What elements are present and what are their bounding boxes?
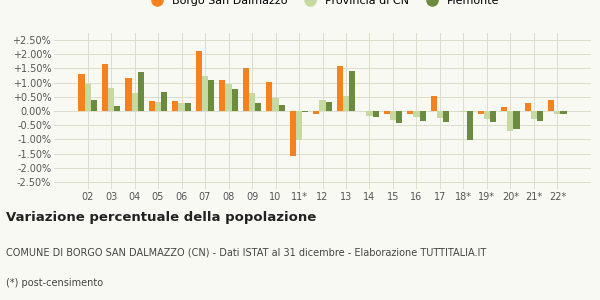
Bar: [266, 82, 272, 111]
Bar: [79, 74, 85, 111]
Bar: [319, 100, 326, 111]
Bar: [172, 101, 178, 111]
Bar: [460, 111, 467, 112]
Bar: [396, 111, 402, 123]
Bar: [226, 84, 232, 111]
Bar: [185, 103, 191, 111]
Bar: [484, 111, 490, 119]
Bar: [548, 100, 554, 111]
Text: (*) post-censimento: (*) post-censimento: [6, 278, 103, 287]
Bar: [255, 103, 261, 111]
Bar: [490, 111, 496, 122]
Bar: [155, 103, 161, 111]
Bar: [302, 111, 308, 112]
Bar: [178, 103, 185, 111]
Bar: [437, 111, 443, 118]
Bar: [149, 101, 155, 111]
Bar: [243, 68, 249, 111]
Bar: [337, 66, 343, 111]
Bar: [91, 100, 97, 111]
Bar: [208, 80, 214, 111]
Bar: [390, 111, 396, 119]
Bar: [196, 51, 202, 111]
Bar: [560, 111, 566, 114]
Bar: [367, 111, 373, 116]
Text: COMUNE DI BORGO SAN DALMAZZO (CN) - Dati ISTAT al 31 dicembre - Elaborazione TUT: COMUNE DI BORGO SAN DALMAZZO (CN) - Dati…: [6, 248, 486, 257]
Bar: [220, 80, 226, 111]
Bar: [249, 93, 255, 111]
Bar: [272, 98, 278, 111]
Bar: [373, 111, 379, 117]
Text: Variazione percentuale della popolazione: Variazione percentuale della popolazione: [6, 212, 316, 224]
Bar: [384, 111, 390, 114]
Bar: [313, 111, 319, 114]
Bar: [514, 111, 520, 129]
Bar: [343, 96, 349, 111]
Bar: [413, 111, 419, 117]
Bar: [108, 88, 114, 111]
Bar: [525, 103, 531, 111]
Bar: [290, 111, 296, 156]
Bar: [531, 111, 537, 119]
Bar: [232, 89, 238, 111]
Bar: [278, 105, 284, 111]
Bar: [431, 96, 437, 111]
Bar: [443, 111, 449, 122]
Bar: [202, 76, 208, 111]
Legend: Borgo San Dalmazzo, Provincia di CN, Piemonte: Borgo San Dalmazzo, Provincia di CN, Pie…: [141, 0, 504, 11]
Bar: [125, 78, 131, 111]
Bar: [102, 64, 108, 111]
Bar: [537, 111, 543, 121]
Bar: [501, 107, 508, 111]
Bar: [407, 111, 413, 114]
Bar: [478, 111, 484, 114]
Bar: [467, 111, 473, 140]
Bar: [554, 111, 560, 114]
Bar: [137, 72, 144, 111]
Bar: [419, 111, 425, 121]
Bar: [114, 106, 120, 111]
Bar: [296, 111, 302, 140]
Bar: [326, 103, 332, 111]
Bar: [508, 111, 514, 131]
Bar: [161, 92, 167, 111]
Bar: [131, 93, 137, 111]
Bar: [349, 71, 355, 111]
Bar: [85, 84, 91, 111]
